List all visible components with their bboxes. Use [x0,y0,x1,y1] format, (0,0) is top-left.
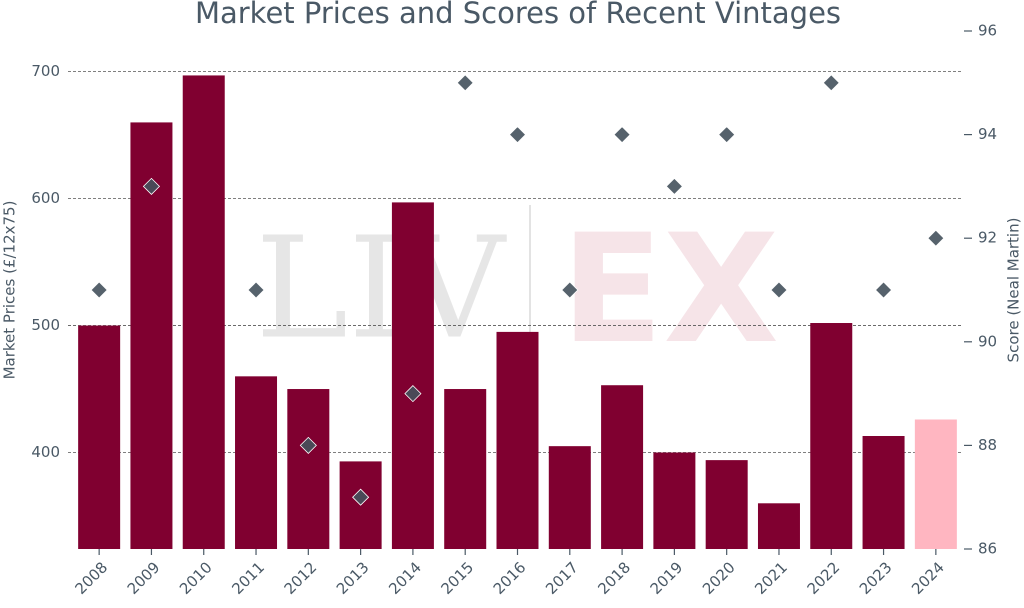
watermark: EX [561,203,779,377]
y2-axis-label: Score (Neal Martin) [1005,218,1023,363]
y2-tick-label: 90 [978,332,997,350]
bar [496,331,539,549]
x-tick-label: 2024 [908,558,948,598]
bar [810,323,853,549]
y2-tick-label: 94 [978,125,997,143]
score-marker [247,281,265,299]
score-marker [90,281,108,299]
bar [601,385,644,549]
score-marker [927,229,945,247]
y-tick-label: 400 [31,443,60,461]
watermark: LIV [255,208,507,371]
score-marker [822,74,840,92]
score-marker [665,177,683,195]
score-marker [874,281,893,299]
x-tick-label: 2021 [751,558,791,598]
x-tick-label: 2017 [542,558,582,598]
x-tick-label: 2019 [647,558,687,598]
y2-tick-label: 88 [978,436,997,454]
bar [757,503,800,549]
bar [182,75,225,549]
x-tick-label: 2011 [228,558,268,598]
bar [391,202,434,549]
bar [548,446,591,549]
bar [235,376,278,549]
bar [78,325,121,549]
score-marker [508,126,527,144]
x-tick-label: 2020 [699,558,739,598]
score-marker [561,281,579,299]
y-tick-label: 700 [31,62,60,80]
score-marker [613,126,631,144]
y2-tick-label: 96 [978,22,997,40]
x-tick-label: 2008 [71,558,111,598]
x-tick-label: 2018 [594,558,634,598]
x-tick-label: 2014 [385,558,425,598]
y2-tick-label: 92 [978,229,997,247]
bar [914,419,957,549]
y-axis-label: Market Prices (£/12x75) [1,201,19,380]
score-marker [299,436,317,454]
score-marker [770,281,788,299]
bar [287,389,330,549]
bar [862,436,905,549]
y-tick-label: 500 [31,316,60,334]
score-marker [718,126,736,144]
bar [705,460,748,549]
score-marker [352,488,370,506]
x-tick-label: 2022 [804,558,844,598]
bar [444,389,487,549]
score-marker [456,74,474,92]
score-marker [404,385,422,403]
x-tick-label: 2009 [124,558,164,598]
y-tick-label: 600 [31,189,60,207]
x-tick-label: 2023 [856,558,896,598]
chart-title: Market Prices and Scores of Recent Vinta… [195,0,841,30]
x-tick-label: 2013 [333,558,373,598]
x-tick-label: 2010 [176,558,216,598]
bar [653,452,696,549]
x-tick-label: 2015 [437,558,477,598]
score-marker [142,177,161,195]
y2-tick-label: 86 [978,540,997,558]
x-tick-label: 2012 [281,558,321,598]
x-tick-label: 2016 [490,558,530,598]
